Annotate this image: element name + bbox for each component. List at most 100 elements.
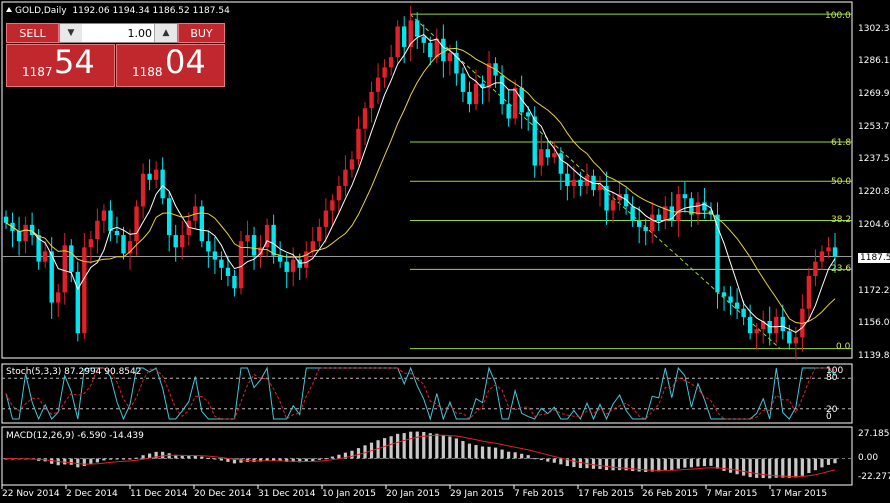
candle-body xyxy=(75,271,81,334)
macd-histogram-bar xyxy=(82,458,86,466)
macd-histogram-bar xyxy=(389,436,393,459)
candle-body xyxy=(545,149,550,158)
candle-body xyxy=(23,224,28,242)
candle-body xyxy=(499,75,505,105)
macd-histogram-bar xyxy=(311,458,315,462)
candle-body xyxy=(643,226,648,231)
macd-histogram-bar xyxy=(396,433,400,459)
stochastic-frame xyxy=(1,363,853,424)
lot-size-input[interactable] xyxy=(82,24,155,42)
macd-histogram-bar xyxy=(298,458,302,463)
candle-body xyxy=(140,173,146,207)
macd-histogram-bar xyxy=(121,458,126,460)
candle-body xyxy=(747,316,753,334)
macd-histogram-bar xyxy=(376,440,380,459)
candle-body xyxy=(212,251,218,260)
arrow-down-icon[interactable]: ▼ xyxy=(60,24,83,42)
macd-histogram-bar xyxy=(226,458,230,462)
macd-histogram-bar xyxy=(480,446,485,459)
macd-histogram-bar xyxy=(546,458,550,462)
price-axis-label: 1286.10 xyxy=(858,56,890,66)
candle-body xyxy=(741,308,746,317)
macd-histogram-bar xyxy=(206,457,210,459)
macd-histogram-bar xyxy=(709,458,713,466)
arrow-up-icon[interactable]: ▲ xyxy=(154,24,177,42)
candle-body xyxy=(29,224,35,236)
macd-histogram-bar xyxy=(415,431,419,459)
candle-body xyxy=(336,185,342,201)
candle-body xyxy=(813,261,818,276)
candle-body xyxy=(650,214,655,231)
macd-histogram-bar xyxy=(748,458,752,478)
fibonacci-level-label: 23.6 xyxy=(831,264,852,274)
sell-button[interactable]: SELL xyxy=(6,23,59,43)
lot-size-stepper[interactable]: ▼ ▲ xyxy=(59,23,178,43)
macd-histogram-bar xyxy=(807,458,811,474)
macd-histogram-bar xyxy=(330,456,334,459)
candle-body xyxy=(369,91,374,109)
date-axis-label: 20 Dec 2014 xyxy=(194,489,252,499)
candle-body xyxy=(343,169,348,186)
candle-body xyxy=(291,259,296,272)
candle-body xyxy=(486,63,492,88)
buy-button[interactable]: BUY xyxy=(178,23,225,43)
macd-histogram-bar xyxy=(559,458,563,465)
candle-body xyxy=(610,200,616,211)
macd-histogram-bar xyxy=(102,458,106,461)
candle-body xyxy=(317,226,322,242)
date-axis-label: 7 Mar 2015 xyxy=(706,489,758,499)
macd-title: MACD(12,26,9) -6.590 -14.439 xyxy=(6,431,144,441)
macd-histogram-bar xyxy=(108,458,113,460)
macd-signal-line xyxy=(6,434,836,478)
date-axis-label: 10 Jan 2015 xyxy=(322,489,376,499)
fibonacci-level-label: 61.8 xyxy=(831,138,852,148)
candle-body xyxy=(127,241,133,254)
macd-histogram-bar xyxy=(591,458,596,469)
candle-body xyxy=(702,202,707,211)
candle-body xyxy=(787,331,792,344)
candle-body xyxy=(3,216,9,223)
macd-histogram-bar xyxy=(69,458,73,465)
macd-histogram-bar xyxy=(611,458,615,471)
price-axis-label: 1302.30 xyxy=(858,24,890,34)
macd-histogram-bar xyxy=(663,458,667,471)
candle-body xyxy=(584,175,590,186)
candle-body xyxy=(114,230,120,236)
macd-histogram-bar xyxy=(715,458,720,469)
macd-histogram-bar xyxy=(728,458,733,473)
candle-body xyxy=(669,206,675,221)
candle-body xyxy=(166,198,172,236)
candle-body xyxy=(49,251,54,303)
candle-body xyxy=(656,214,661,221)
macd-histogram-bar xyxy=(833,458,837,464)
macd-histogram-bar xyxy=(454,438,459,459)
candle-body xyxy=(206,241,211,252)
macd-histogram-bar xyxy=(572,458,576,468)
macd-histogram-bar xyxy=(422,432,426,459)
macd-histogram-bar xyxy=(239,458,243,463)
price-axis-label: 1269.90 xyxy=(858,89,890,99)
macd-histogram-bar xyxy=(696,458,700,467)
macd-histogram-bar xyxy=(232,458,237,464)
macd-histogram-bar xyxy=(89,458,93,465)
macd-histogram-bar xyxy=(141,455,145,459)
candle-body xyxy=(401,26,407,47)
macd-histogram-bar xyxy=(539,458,543,460)
candle-body xyxy=(832,247,838,257)
sell-price-pips: 54 xyxy=(54,43,95,81)
macd-histogram-bar xyxy=(670,458,674,471)
candle-body xyxy=(415,20,420,37)
macd-histogram-bar xyxy=(343,452,348,459)
buy-price-quote[interactable]: 1188 04 xyxy=(116,43,225,87)
macd-histogram-bar xyxy=(63,458,67,465)
candle-body xyxy=(473,83,479,105)
candle-body xyxy=(682,194,688,199)
candle-body xyxy=(571,179,577,186)
candle-body xyxy=(597,185,603,191)
macd-histogram-bar xyxy=(487,446,491,459)
macd-histogram-bar xyxy=(317,458,321,460)
macd-histogram-bar xyxy=(180,455,184,459)
candle-body xyxy=(362,108,368,129)
sell-price-quote[interactable]: 1187 54 xyxy=(6,43,115,87)
